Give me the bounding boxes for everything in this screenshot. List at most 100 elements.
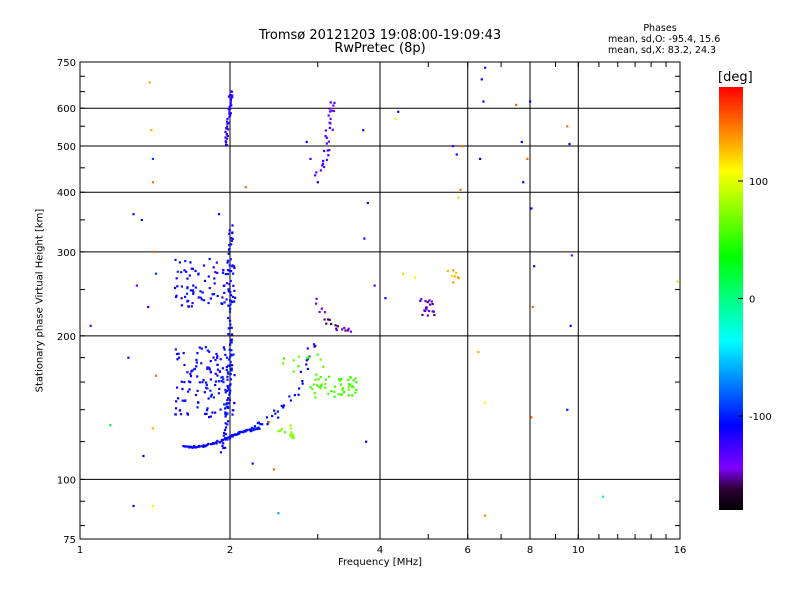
data-point bbox=[196, 445, 199, 449]
data-point bbox=[366, 201, 369, 205]
data-point bbox=[288, 395, 291, 398]
data-point bbox=[257, 421, 260, 424]
data-point bbox=[219, 358, 222, 361]
colorbar-label: [deg] bbox=[718, 70, 753, 85]
data-point bbox=[333, 101, 336, 104]
x-axis: 1 2 4 6 8 10 16 bbox=[77, 62, 686, 556]
data-point bbox=[228, 384, 232, 387]
data-point bbox=[228, 283, 231, 286]
data-point bbox=[568, 142, 571, 146]
data-point bbox=[191, 267, 195, 270]
data-point bbox=[207, 350, 211, 353]
data-point bbox=[177, 352, 180, 355]
data-point bbox=[180, 304, 184, 307]
data-point bbox=[216, 355, 219, 358]
data-point bbox=[230, 299, 233, 303]
data-point bbox=[330, 109, 333, 112]
data-point bbox=[189, 381, 192, 384]
data-point bbox=[337, 393, 340, 396]
data-point bbox=[190, 445, 193, 449]
data-point bbox=[194, 286, 197, 289]
data-point bbox=[228, 110, 231, 113]
data-point bbox=[384, 297, 387, 300]
data-point bbox=[347, 378, 350, 382]
data-point bbox=[282, 404, 286, 407]
y-tick-label: 300 bbox=[57, 248, 76, 259]
data-point bbox=[189, 261, 192, 264]
data-point bbox=[314, 344, 317, 347]
data-point bbox=[307, 356, 310, 359]
data-point bbox=[154, 374, 158, 377]
data-point bbox=[226, 375, 229, 378]
data-point bbox=[230, 369, 233, 372]
data-point bbox=[225, 132, 228, 136]
data-point bbox=[89, 324, 92, 327]
data-point bbox=[282, 357, 286, 360]
data-point bbox=[217, 380, 221, 383]
data-point bbox=[268, 420, 271, 424]
data-point bbox=[362, 129, 365, 132]
data-point bbox=[185, 292, 189, 295]
data-point bbox=[341, 328, 344, 331]
data-point bbox=[428, 299, 431, 302]
data-point bbox=[328, 318, 331, 321]
data-point bbox=[227, 316, 230, 320]
data-point bbox=[282, 406, 285, 409]
data-point bbox=[216, 294, 219, 298]
data-point bbox=[226, 261, 229, 264]
data-point bbox=[190, 267, 193, 270]
data-point bbox=[175, 386, 179, 389]
data-point bbox=[229, 269, 233, 273]
data-point bbox=[229, 303, 232, 306]
data-point bbox=[229, 389, 232, 392]
data-point bbox=[109, 424, 112, 427]
data-point bbox=[297, 387, 301, 390]
data-point bbox=[328, 126, 331, 130]
data-point bbox=[192, 292, 195, 295]
data-point bbox=[225, 127, 228, 130]
data-point bbox=[232, 284, 235, 287]
data-point bbox=[183, 363, 186, 367]
data-point bbox=[320, 307, 323, 310]
data-point bbox=[252, 428, 255, 432]
data-point bbox=[328, 107, 331, 110]
data-point bbox=[325, 158, 329, 162]
data-point bbox=[301, 382, 304, 385]
y-tick-label: 200 bbox=[57, 332, 76, 343]
data-point bbox=[314, 174, 317, 177]
data-point bbox=[230, 104, 233, 107]
data-point bbox=[306, 367, 309, 371]
data-point bbox=[208, 286, 211, 290]
data-point bbox=[176, 285, 179, 288]
data-point bbox=[277, 430, 280, 433]
data-point bbox=[185, 445, 188, 448]
data-point bbox=[230, 434, 234, 437]
data-point bbox=[363, 237, 366, 240]
data-point bbox=[450, 274, 453, 278]
data-point bbox=[229, 364, 232, 367]
data-point bbox=[204, 381, 208, 384]
data-point bbox=[207, 275, 210, 278]
data-point bbox=[250, 426, 254, 429]
data-point bbox=[229, 102, 232, 105]
data-point bbox=[183, 381, 186, 384]
data-point bbox=[309, 386, 312, 389]
data-point bbox=[151, 157, 155, 161]
data-point bbox=[233, 296, 237, 299]
data-point bbox=[230, 367, 233, 370]
data-point bbox=[261, 423, 264, 426]
data-point bbox=[316, 353, 319, 356]
data-point bbox=[189, 372, 192, 376]
data-point bbox=[228, 348, 231, 351]
data-point bbox=[327, 114, 330, 117]
x-tick-label: 8 bbox=[527, 545, 533, 556]
data-point bbox=[328, 148, 331, 152]
data-point bbox=[205, 383, 208, 387]
data-point bbox=[424, 300, 427, 303]
data-point bbox=[174, 348, 177, 351]
data-point bbox=[217, 213, 221, 216]
data-point bbox=[186, 413, 190, 416]
data-point bbox=[225, 356, 229, 359]
data-point bbox=[343, 326, 346, 330]
data-point bbox=[186, 445, 189, 448]
